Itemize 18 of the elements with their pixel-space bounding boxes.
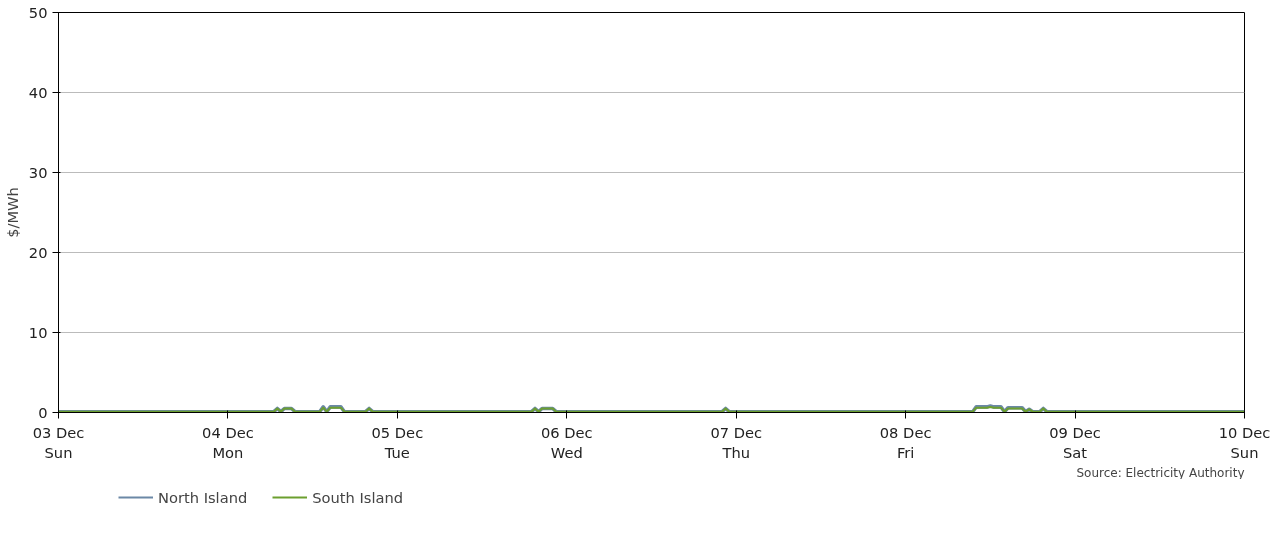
y-tick-label: 0 <box>38 403 48 421</box>
y-tick-label: 50 <box>28 3 48 21</box>
y-tick-label: 20 <box>28 243 48 261</box>
legend-label: North Island <box>158 488 248 506</box>
x-tick-label: 08 Dec Fri <box>879 423 932 461</box>
x-tick-label: 10 Dec Sun <box>1218 423 1271 461</box>
y-axis-title: $/MWh <box>3 187 21 238</box>
source-note: Source: Electricity Authority <box>1076 465 1245 480</box>
x-tick-label: 06 Dec Wed <box>540 423 593 461</box>
x-tick-label: 09 Dec Sat <box>1049 423 1101 461</box>
x-tick-label: 03 Dec Sun <box>32 423 85 461</box>
x-tick-label: 04 Dec Mon <box>202 423 254 461</box>
x-tick-label: 07 Dec Thu <box>710 423 763 461</box>
legend-label: South Island <box>312 488 404 506</box>
y-tick-label: 10 <box>28 323 48 341</box>
x-tick-label: 05 Dec Tue <box>371 423 424 461</box>
y-tick-label: 40 <box>28 83 48 101</box>
y-tick-label: 30 <box>28 163 48 181</box>
